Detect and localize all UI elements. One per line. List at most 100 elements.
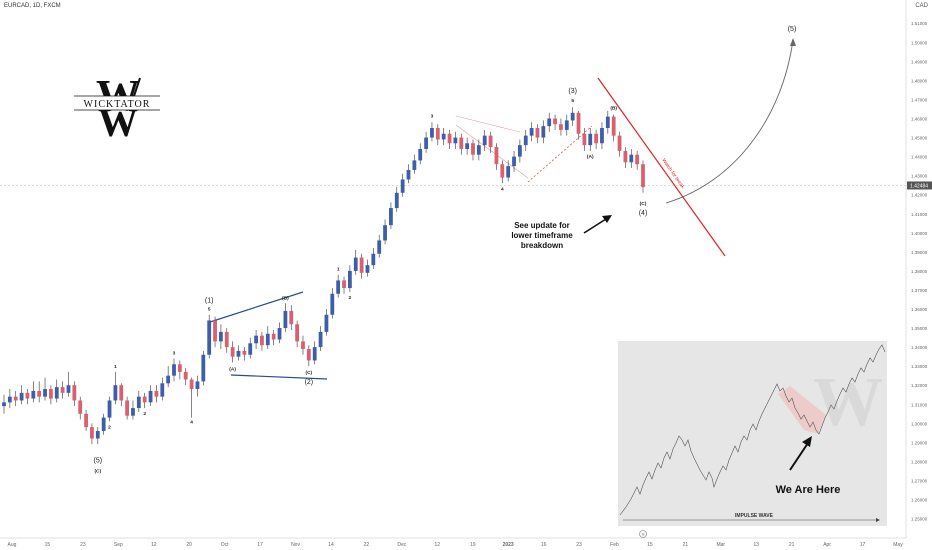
candle[interactable] xyxy=(336,274,341,298)
candle[interactable] xyxy=(312,341,317,365)
candle[interactable] xyxy=(617,131,622,157)
candle[interactable] xyxy=(107,396,112,422)
candle[interactable] xyxy=(183,368,188,386)
candle[interactable] xyxy=(37,381,42,403)
candle[interactable] xyxy=(576,110,581,140)
candle[interactable] xyxy=(365,259,370,277)
candle[interactable] xyxy=(248,337,253,359)
candle[interactable] xyxy=(213,316,217,348)
candle[interactable] xyxy=(611,114,616,142)
candle[interactable] xyxy=(160,377,165,401)
candle[interactable] xyxy=(570,107,575,127)
red-trendline[interactable] xyxy=(597,77,726,257)
candle[interactable] xyxy=(605,110,610,134)
candle[interactable] xyxy=(535,124,540,144)
candlesticks[interactable] xyxy=(2,107,645,445)
candle[interactable] xyxy=(295,320,300,348)
candle[interactable] xyxy=(72,381,77,407)
candle[interactable] xyxy=(84,409,88,431)
candle[interactable] xyxy=(95,427,100,445)
candle[interactable] xyxy=(78,396,83,420)
candle[interactable] xyxy=(31,381,36,403)
candle[interactable] xyxy=(506,160,511,182)
candle[interactable] xyxy=(195,375,200,397)
candle[interactable] xyxy=(406,164,411,184)
candle[interactable] xyxy=(236,345,241,361)
candle[interactable] xyxy=(318,326,323,351)
candle[interactable] xyxy=(559,118,563,136)
candle[interactable] xyxy=(359,253,364,279)
candle[interactable] xyxy=(471,139,475,161)
time-axis[interactable]: Aug 15 23 Sep 12 20 Oct 17 Nov 14 22 Dec 12 19 2023 16 2… xyxy=(8,542,904,548)
candle[interactable] xyxy=(453,131,458,149)
candle[interactable] xyxy=(523,129,528,151)
candle[interactable] xyxy=(541,120,546,144)
price-axis[interactable]: 1.51000 1.50000 1.49000 1.48000 1.47000 1.460… xyxy=(911,21,928,521)
candle[interactable] xyxy=(629,148,634,169)
candle[interactable] xyxy=(553,114,557,130)
candle[interactable] xyxy=(19,385,24,405)
candle[interactable] xyxy=(482,129,487,151)
candle[interactable] xyxy=(224,328,229,353)
candle[interactable] xyxy=(289,305,294,330)
candle[interactable] xyxy=(459,133,464,155)
candle[interactable] xyxy=(564,114,569,136)
candle[interactable] xyxy=(60,381,65,399)
candle[interactable] xyxy=(301,335,305,355)
candle[interactable] xyxy=(400,173,405,197)
candle[interactable] xyxy=(119,383,124,407)
candle[interactable] xyxy=(43,377,47,401)
candle[interactable] xyxy=(476,139,481,161)
candle[interactable] xyxy=(260,331,264,351)
candle[interactable] xyxy=(488,131,493,153)
candle[interactable] xyxy=(277,322,282,344)
candle[interactable] xyxy=(90,423,94,445)
candle[interactable] xyxy=(142,392,147,409)
candle[interactable] xyxy=(13,390,18,407)
candle[interactable] xyxy=(447,129,452,149)
candle[interactable] xyxy=(342,276,346,294)
candle[interactable] xyxy=(330,288,335,319)
candle[interactable] xyxy=(600,122,604,149)
candle[interactable] xyxy=(7,389,12,409)
candle[interactable] xyxy=(465,137,470,155)
candle[interactable] xyxy=(306,345,311,367)
wedge-upper-line[interactable] xyxy=(209,291,304,323)
candle[interactable] xyxy=(389,202,393,229)
candle[interactable] xyxy=(547,112,552,132)
candle[interactable] xyxy=(412,154,417,174)
candle[interactable] xyxy=(2,394,6,414)
candle[interactable] xyxy=(172,358,176,382)
candle[interactable] xyxy=(430,122,434,142)
candle[interactable] xyxy=(588,128,593,151)
candle[interactable] xyxy=(635,150,640,170)
candle[interactable] xyxy=(230,341,235,363)
candle[interactable] xyxy=(435,124,440,146)
candle[interactable] xyxy=(177,360,182,380)
candle[interactable] xyxy=(48,385,53,405)
wedge-lower-line[interactable] xyxy=(230,374,328,380)
candle[interactable] xyxy=(54,379,59,403)
candle[interactable] xyxy=(154,385,159,403)
candle[interactable] xyxy=(101,413,106,435)
candle[interactable] xyxy=(500,160,505,184)
candle[interactable] xyxy=(148,385,153,407)
candle[interactable] xyxy=(242,347,247,361)
candle[interactable] xyxy=(113,371,118,405)
candle[interactable] xyxy=(324,309,329,336)
candle[interactable] xyxy=(494,143,499,170)
candle[interactable] xyxy=(424,131,428,153)
candle[interactable] xyxy=(383,219,387,245)
candle[interactable] xyxy=(394,187,399,212)
candle[interactable] xyxy=(265,326,270,350)
candle[interactable] xyxy=(283,303,288,332)
candle[interactable] xyxy=(512,150,516,172)
candle[interactable] xyxy=(66,371,71,397)
candle[interactable] xyxy=(582,128,587,151)
candle[interactable] xyxy=(594,129,599,149)
candle[interactable] xyxy=(641,160,645,193)
candle[interactable] xyxy=(371,248,376,269)
candle[interactable] xyxy=(441,128,446,146)
candle[interactable] xyxy=(201,350,206,386)
